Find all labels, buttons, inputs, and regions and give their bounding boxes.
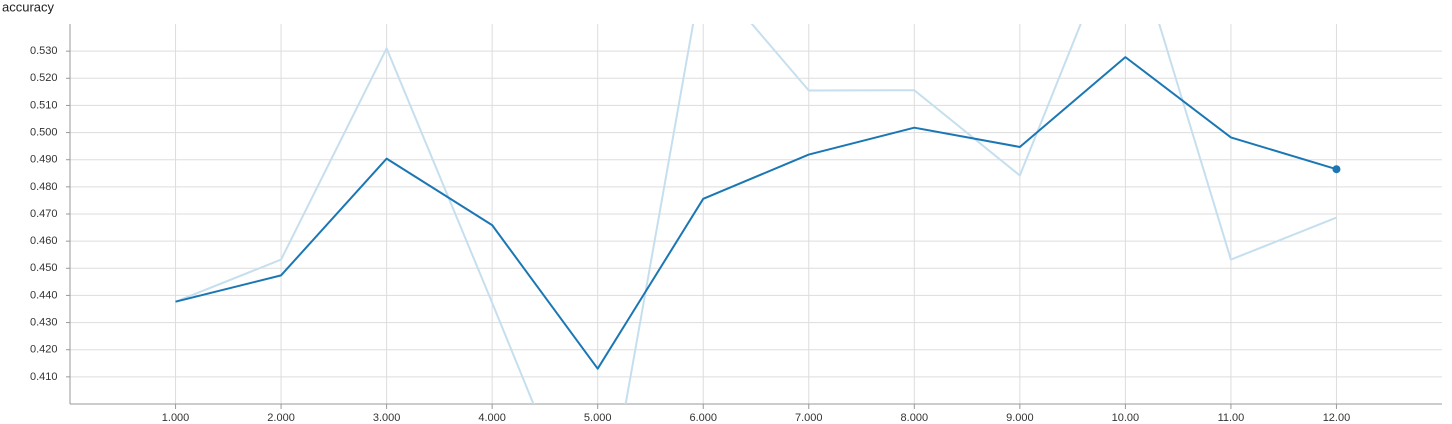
- plot-area: [175, 24, 1337, 404]
- x-tick-label: 2.000: [267, 412, 295, 424]
- y-tick-label: 0.510: [30, 99, 58, 111]
- y-tick-label: 0.410: [30, 371, 58, 383]
- y-tick-label: 0.450: [30, 262, 58, 274]
- x-tick-label: 7.000: [795, 412, 823, 424]
- last-point-marker: [1332, 165, 1341, 174]
- y-tick-label: 0.430: [30, 316, 58, 328]
- y-tick-label: 0.520: [30, 72, 58, 84]
- x-tick-label: 9.000: [1006, 412, 1034, 424]
- y-tick-label: 0.480: [30, 181, 58, 193]
- series-line: [175, 24, 1337, 404]
- x-tick-label: 5.000: [584, 412, 612, 424]
- y-tick-label: 0.500: [30, 126, 58, 138]
- y-tick-label: 0.530: [30, 45, 58, 57]
- y-tick-label: 0.470: [30, 208, 58, 220]
- x-tick-label: 12.00: [1323, 412, 1351, 424]
- y-tick-label: 0.490: [30, 154, 58, 166]
- y-tick-label: 0.440: [30, 289, 58, 301]
- series-line: [175, 56, 1337, 370]
- x-tick-label: 3.000: [373, 412, 401, 424]
- x-tick-label: 1.000: [162, 412, 190, 424]
- x-tick-label: 6.000: [689, 412, 717, 424]
- y-tick-label: 0.460: [30, 235, 58, 247]
- x-tick-label: 8.000: [901, 412, 929, 424]
- y-tick-label: 0.420: [30, 344, 58, 356]
- x-tick-label: 4.000: [478, 412, 506, 424]
- x-tick-label: 10.00: [1112, 412, 1140, 424]
- x-tick-label: 11.00: [1218, 412, 1245, 424]
- chart-title: accuracy: [2, 0, 55, 14]
